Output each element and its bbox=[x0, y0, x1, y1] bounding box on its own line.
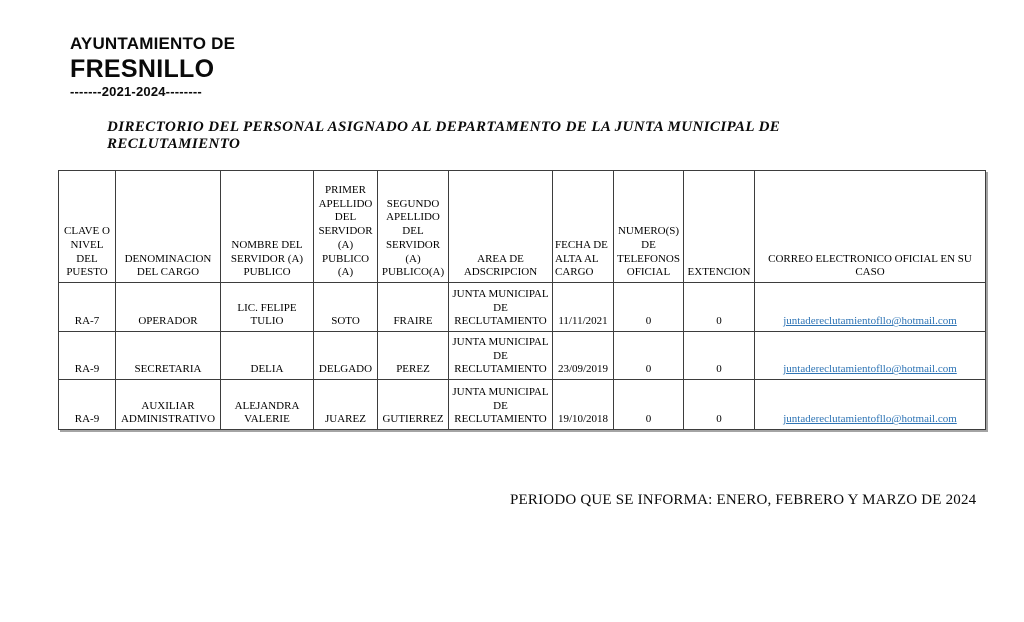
letterhead: AYUNTAMIENTO DE FRESNILLO -------2021-20… bbox=[70, 35, 235, 99]
col-header-4: SEGUNDO APELLIDO DEL SERVIDOR (A) PUBLIC… bbox=[377, 170, 449, 283]
table-header: CLAVE O NIVEL DEL PUESTO DENOMINACION DEL… bbox=[58, 170, 986, 283]
col-header-8: EXTENCION bbox=[683, 170, 755, 283]
cell: 0 bbox=[683, 282, 755, 332]
cell: SECRETARIA bbox=[115, 331, 221, 380]
cell: 0 bbox=[683, 331, 755, 380]
email-link[interactable]: juntadereclutamientofllo@hotmail.com bbox=[783, 363, 957, 376]
col-header-9: CORREO ELECTRONICO OFICIAL EN SU CASO bbox=[754, 170, 986, 283]
letterhead-line-ayuntamiento: AYUNTAMIENTO DE bbox=[70, 34, 236, 53]
col-header-3: PRIMER APELLIDO DEL SERVIDOR (A) PUBLICO… bbox=[313, 170, 378, 283]
cell: ALEJANDRA VALERIE bbox=[220, 379, 314, 430]
email-link[interactable]: juntadereclutamientofllo@hotmail.com bbox=[783, 315, 957, 328]
cell: RA-9 bbox=[58, 331, 116, 380]
cell: AUXILIAR ADMINISTRATIVO bbox=[115, 379, 221, 430]
cell: juntadereclutamientofllo@hotmail.com bbox=[754, 331, 986, 380]
cell: OPERADOR bbox=[115, 282, 221, 332]
cell: DELGADO bbox=[313, 331, 378, 380]
letterhead-line-fresnillo: FRESNILLO bbox=[70, 54, 215, 83]
cell: 0 bbox=[613, 331, 684, 380]
cell: RA-7 bbox=[58, 282, 116, 332]
cell: LIC. FELIPE TULIO bbox=[220, 282, 314, 332]
cell: PEREZ bbox=[377, 331, 449, 380]
document-title: DIRECTORIO DEL PERSONAL ASIGNADO AL DEPA… bbox=[107, 119, 789, 152]
cell: juntadereclutamientofllo@hotmail.com bbox=[754, 379, 986, 430]
cell: 23/09/2019 bbox=[552, 331, 614, 380]
cell: FRAIRE bbox=[377, 282, 449, 332]
col-header-5: AREA DE ADSCRIPCION bbox=[448, 170, 553, 283]
col-header-0: CLAVE O NIVEL DEL PUESTO bbox=[58, 170, 116, 283]
cell: SOTO bbox=[313, 282, 378, 332]
table-row: RA-9 SECRETARIA DELIA DELGADO PEREZ JUNTA MUN… bbox=[58, 331, 986, 380]
cell: DELIA bbox=[220, 331, 314, 380]
table-row: RA-9 AUXILIAR ADMINISTRATIVO ALEJANDRA VAL… bbox=[58, 379, 986, 430]
cell: 0 bbox=[683, 379, 755, 430]
cell: 19/10/2018 bbox=[552, 379, 614, 430]
cell: RA-9 bbox=[58, 379, 116, 430]
reporting-period-text: PERIODO QUE SE INFORMA: ENERO, FEBRERO Y… bbox=[510, 492, 977, 508]
table-body: RA-7 OPERADOR LIC. FELIPE TULIO SOTO FRAIRE J… bbox=[58, 282, 986, 430]
cell: GUTIERREZ bbox=[377, 379, 449, 430]
cell: JUNTA MUNICIPAL DE RECLUTAMIENTO bbox=[448, 282, 553, 332]
cell: juntadereclutamientofllo@hotmail.com bbox=[754, 282, 986, 332]
header-row: CLAVE O NIVEL DEL PUESTO DENOMINACION DEL… bbox=[58, 170, 986, 283]
cell: JUNTA MUNICIPAL DE RECLUTAMIENTO bbox=[448, 331, 553, 380]
col-header-7: NUMERO(S) DE TELEFONOS OFICIAL bbox=[613, 170, 684, 283]
cell: 0 bbox=[613, 282, 684, 332]
table-row: RA-7 OPERADOR LIC. FELIPE TULIO SOTO FRAIRE J… bbox=[58, 282, 986, 332]
col-header-2: NOMBRE DEL SERVIDOR (A) PUBLICO bbox=[220, 170, 314, 283]
cell: 0 bbox=[613, 379, 684, 430]
cell: JUAREZ bbox=[313, 379, 378, 430]
col-header-6: FECHA DE ALTA AL CARGO bbox=[552, 170, 614, 283]
cell: 11/11/2021 bbox=[552, 282, 614, 332]
col-header-1: DENOMINACION DEL CARGO bbox=[115, 170, 221, 283]
table-container: CLAVE O NIVEL DEL PUESTO DENOMINACION DEL… bbox=[58, 170, 986, 430]
cell: JUNTA MUNICIPAL DE RECLUTAMIENTO bbox=[448, 379, 553, 430]
letterhead-line-period: -------2021-2024-------- bbox=[70, 84, 202, 100]
email-link[interactable]: juntadereclutamientofllo@hotmail.com bbox=[783, 413, 957, 426]
personnel-directory-table: CLAVE O NIVEL DEL PUESTO DENOMINACION DEL… bbox=[58, 170, 986, 430]
